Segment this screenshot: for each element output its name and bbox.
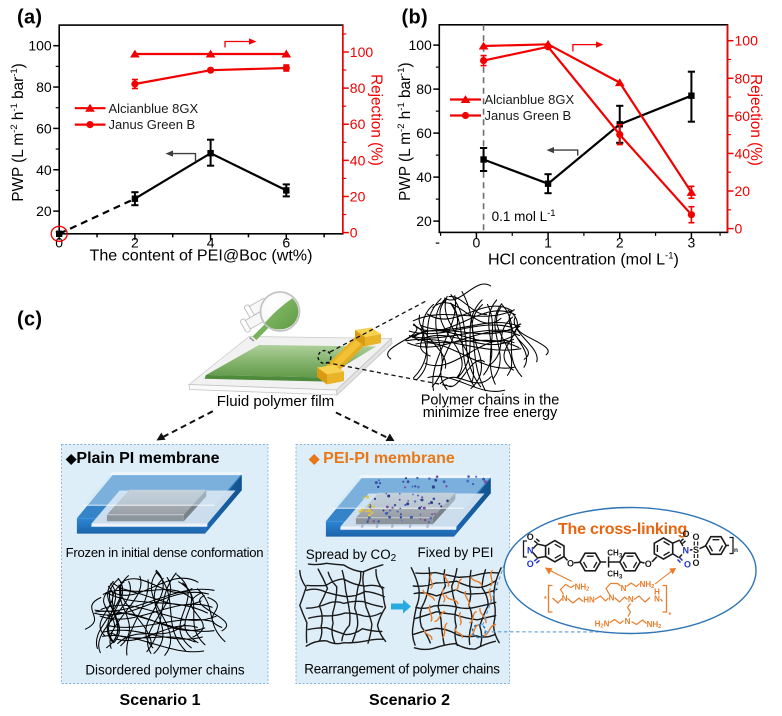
- svg-text:0.1 mol L-1​: 0.1 mol L-1​: [492, 208, 556, 224]
- svg-text:4: 4: [207, 234, 215, 250]
- svg-text:◆Plain PI membrane: ◆Plain PI membrane: [65, 450, 220, 467]
- svg-text:NH2: NH2: [647, 620, 662, 630]
- svg-text:3: 3: [619, 575, 623, 581]
- svg-text:20: 20: [36, 203, 52, 219]
- svg-text:Rearrangement of polymer chain: Rearrangement of polymer chains: [304, 662, 500, 677]
- svg-text:20: 20: [416, 213, 432, 229]
- svg-text:H: H: [654, 588, 660, 597]
- svg-text:60: 60: [350, 116, 366, 132]
- svg-text:N: N: [625, 617, 631, 626]
- svg-text:n: n: [734, 547, 738, 554]
- svg-text:The content of PEI@Boc (wt%): The content of PEI@Boc (wt%): [90, 247, 313, 265]
- svg-text:Spread by CO2: Spread by CO2: [306, 547, 397, 564]
- svg-text:HN: HN: [583, 596, 595, 605]
- svg-text:N: N: [654, 595, 660, 604]
- svg-text:O: O: [692, 532, 699, 542]
- svg-text:3: 3: [619, 554, 623, 560]
- svg-text:60: 60: [735, 108, 751, 124]
- svg-text:PWP (L m-2​ h-1​ bar-1​): PWP (L m-2​ h-1​ bar-1​): [9, 63, 27, 201]
- svg-text:0: 0: [735, 221, 743, 237]
- svg-text:(a): (a): [17, 7, 42, 29]
- svg-text:Janus Green B: Janus Green B: [485, 108, 572, 123]
- svg-text:O: O: [682, 529, 689, 539]
- svg-text:6: 6: [282, 234, 290, 250]
- svg-text:100: 100: [735, 33, 759, 49]
- svg-text:O: O: [567, 559, 574, 569]
- svg-text:Janus Green B: Janus Green B: [109, 117, 196, 132]
- svg-text:◆ PEI-PI membrane: ◆ PEI-PI membrane: [308, 450, 455, 467]
- svg-text:NH2: NH2: [640, 580, 655, 590]
- svg-text:Scenario 2: Scenario 2: [369, 692, 450, 709]
- svg-text:minimize free energy: minimize free energy: [423, 405, 558, 421]
- svg-text:2: 2: [131, 234, 139, 250]
- svg-text:Alcianblue 8GX: Alcianblue 8GX: [109, 101, 199, 116]
- svg-text:100: 100: [28, 38, 52, 54]
- svg-text:CH: CH: [607, 549, 619, 558]
- svg-text:O: O: [527, 559, 534, 569]
- svg-text:40: 40: [735, 145, 751, 161]
- svg-text:NH2: NH2: [575, 583, 590, 593]
- svg-text:40: 40: [416, 169, 432, 185]
- svg-text:40: 40: [36, 162, 52, 178]
- svg-text:80: 80: [735, 70, 751, 86]
- svg-text:O: O: [527, 532, 534, 542]
- svg-text:20: 20: [735, 183, 751, 199]
- svg-text:Alcianblue 8GX: Alcianblue 8GX: [485, 92, 575, 107]
- svg-text:N: N: [609, 594, 615, 603]
- svg-text:*: *: [544, 596, 547, 603]
- svg-text:The cross-linking: The cross-linking: [558, 521, 687, 538]
- svg-text:60: 60: [416, 125, 432, 141]
- svg-text:Polymer chains in the: Polymer chains in the: [421, 393, 560, 409]
- svg-text:O: O: [645, 559, 652, 569]
- svg-text:Rejection (%): Rejection (%): [368, 74, 385, 166]
- svg-text:2: 2: [616, 234, 624, 250]
- svg-text:Rejection (%): Rejection (%): [747, 74, 764, 166]
- svg-text:1: 1: [544, 234, 552, 250]
- svg-text:100: 100: [408, 37, 432, 53]
- svg-text:CH: CH: [607, 570, 619, 579]
- svg-text:100: 100: [350, 44, 374, 60]
- svg-text:Fluid polymer film: Fluid polymer film: [217, 393, 335, 410]
- svg-text:20: 20: [350, 188, 366, 204]
- svg-text:N: N: [683, 545, 690, 555]
- svg-text:O: O: [684, 560, 691, 570]
- svg-text:40: 40: [350, 152, 366, 168]
- svg-text:80: 80: [416, 81, 432, 97]
- svg-text:O: O: [692, 558, 699, 568]
- svg-text:N: N: [621, 584, 627, 593]
- svg-text:PWP (L m-2​ h-1​ bar-1​): PWP (L m-2​ h-1​ bar-1​): [396, 62, 414, 200]
- svg-text:80: 80: [36, 79, 52, 95]
- svg-text:*: *: [669, 612, 672, 619]
- svg-text:60: 60: [36, 120, 52, 136]
- svg-text:80: 80: [350, 80, 366, 96]
- svg-text:0: 0: [473, 234, 481, 250]
- svg-text:3: 3: [688, 234, 696, 250]
- svg-text:0: 0: [55, 234, 63, 250]
- svg-text:0: 0: [350, 225, 358, 241]
- svg-text:Scenario 1: Scenario 1: [120, 692, 201, 709]
- svg-text:Frozen in initial dense confor: Frozen in initial dense conformation: [66, 545, 264, 560]
- svg-text:N: N: [628, 595, 634, 604]
- svg-text:H2N: H2N: [595, 620, 610, 630]
- svg-text:Fixed by PEI: Fixed by PEI: [418, 545, 494, 560]
- svg-text:(c): (c): [17, 309, 42, 331]
- svg-text:(b): (b): [402, 7, 428, 29]
- svg-text:N: N: [527, 546, 534, 556]
- svg-text:HCl concentration (mol L-1​): HCl concentration (mol L-1​): [488, 250, 679, 268]
- svg-text:S: S: [693, 545, 699, 555]
- svg-text:N: N: [562, 594, 568, 603]
- svg-text:Disordered polymer chains: Disordered polymer chains: [85, 663, 245, 678]
